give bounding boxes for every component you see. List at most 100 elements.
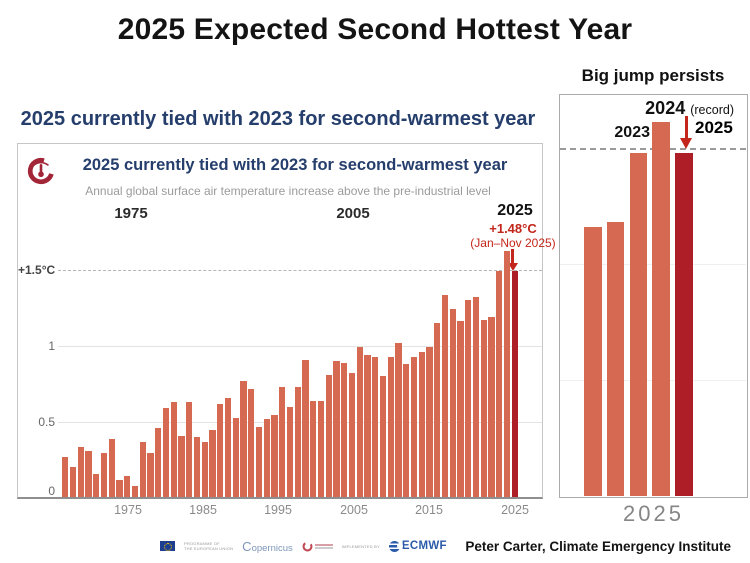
bar-2003 xyxy=(341,362,348,497)
copernicus-logo: Copernicus xyxy=(242,538,293,554)
inline-year-2005: 2005 xyxy=(336,205,370,222)
implemented-by-text: IMPLEMENTED BY xyxy=(341,543,380,549)
label-2024-record: (record) xyxy=(690,103,734,117)
bar-1977 xyxy=(139,442,146,497)
bar-1980 xyxy=(162,408,170,497)
bar-1992 xyxy=(255,426,263,497)
bar-2024 xyxy=(503,251,511,497)
bar-2013 xyxy=(418,351,425,497)
annotation-arrow-icon xyxy=(511,249,514,265)
bar-2007 xyxy=(372,356,379,497)
main-chart-card: 2025 currently tied with 2023 for second… xyxy=(17,143,556,499)
bar-2008 xyxy=(379,376,387,497)
xtick-1985: 1985 xyxy=(189,503,217,517)
bar-2016 xyxy=(441,295,449,497)
bar-1967 xyxy=(62,457,69,497)
panel-bars xyxy=(560,95,746,496)
bar-2019 xyxy=(465,300,472,497)
bar-1974 xyxy=(116,480,123,497)
bar-2012 xyxy=(410,356,418,497)
bar-1988 xyxy=(224,397,232,497)
bar-2001 xyxy=(325,374,332,497)
gridline-1-5 xyxy=(58,270,542,271)
bar-1984 xyxy=(193,437,201,497)
gridline-1-0 xyxy=(58,346,542,347)
bar-1998 xyxy=(302,359,309,497)
bar-1983 xyxy=(186,402,193,497)
xtick-2015: 2015 xyxy=(415,503,443,517)
xtick-2005: 2005 xyxy=(340,503,368,517)
ecmwf-logo: ECMWF xyxy=(388,540,447,552)
big-jump-panel: 2024 (record) 2023 2025 xyxy=(559,94,748,498)
logo-strip: PROGRAMME OF THE EUROPEAN UNION Copernic… xyxy=(160,534,447,558)
bar-2020 xyxy=(472,297,480,497)
xtick-1975: 1975 xyxy=(114,503,142,517)
bar-2017 xyxy=(449,309,456,497)
c3s-logo-icon xyxy=(302,541,333,552)
bar-2010 xyxy=(395,342,402,497)
bar-1999 xyxy=(310,400,317,497)
bar-1979 xyxy=(155,428,162,497)
ytick-1-5: +1.5°C xyxy=(18,263,56,277)
bar-1970 xyxy=(85,451,92,497)
ytick-1-0: 1 xyxy=(48,339,55,353)
bar-2021 xyxy=(480,319,487,497)
panel-bar-2021 xyxy=(584,227,602,496)
bar-2004 xyxy=(348,373,356,497)
annotation-value: +1.48°C xyxy=(489,221,537,236)
bar-1968 xyxy=(69,466,77,497)
bar-1981 xyxy=(170,402,177,497)
panel-bar-2024 xyxy=(652,122,670,496)
bar-1997 xyxy=(294,387,301,497)
bar-2022 xyxy=(488,316,495,497)
bar-2018 xyxy=(457,321,464,497)
bar-1993 xyxy=(263,419,270,497)
bar-2002 xyxy=(333,361,340,497)
panel-arrow-icon xyxy=(684,116,688,140)
xtick-1995: 1995 xyxy=(264,503,292,517)
bar-1971 xyxy=(93,474,100,497)
main-chart-heading: 2025 currently tied with 2023 for second… xyxy=(20,108,536,130)
label-2024: 2024 (record) xyxy=(560,98,734,119)
bar-1986 xyxy=(209,429,216,497)
bar-2025 xyxy=(511,271,518,497)
temperature-bars xyxy=(18,144,542,497)
bar-1972 xyxy=(100,452,108,497)
bar-1969 xyxy=(77,446,84,497)
bar-1976 xyxy=(131,486,139,497)
xtick-2025: 2025 xyxy=(501,503,529,517)
label-2024-year: 2024 xyxy=(645,98,686,118)
climate-pulse-logo-icon xyxy=(26,156,56,191)
bar-2023 xyxy=(496,271,503,497)
panel-bar-2023 xyxy=(629,153,648,496)
chart-title: 2025 currently tied with 2023 for second… xyxy=(82,156,508,174)
bar-2015 xyxy=(434,322,441,497)
inline-year-1975: 1975 xyxy=(114,205,148,222)
bar-2000 xyxy=(317,400,325,497)
ytick-0-5: 0.5 xyxy=(38,415,55,429)
bar-1978 xyxy=(147,452,154,497)
bar-1989 xyxy=(232,417,239,497)
attribution: Peter Carter, Climate Emergency Institut… xyxy=(465,539,731,554)
bar-2014 xyxy=(426,347,433,497)
panel-arrowhead-icon xyxy=(680,138,692,149)
bar-1991 xyxy=(248,388,255,497)
ecmwf-globe-icon xyxy=(388,540,403,552)
bar-1975 xyxy=(124,475,131,497)
bar-2011 xyxy=(403,364,410,497)
bar-1994 xyxy=(271,414,278,497)
chart-subtitle: Annual global surface air temperature in… xyxy=(85,184,491,198)
bar-2009 xyxy=(387,356,394,497)
panel-bar-2025 xyxy=(675,153,693,496)
bar-1985 xyxy=(201,442,208,497)
label-2025: 2025 xyxy=(695,118,733,137)
annotation-arrowhead-icon xyxy=(507,263,518,271)
ytick-0: 0 xyxy=(48,484,55,498)
bar-1990 xyxy=(240,380,247,497)
inline-year-2025: 2025 xyxy=(497,202,533,219)
label-2023: 2023 xyxy=(614,124,650,141)
panel-x-label: 2025 xyxy=(623,501,684,526)
right-panel-heading: Big jump persists xyxy=(581,66,725,85)
panel-bar-2022 xyxy=(606,222,625,496)
